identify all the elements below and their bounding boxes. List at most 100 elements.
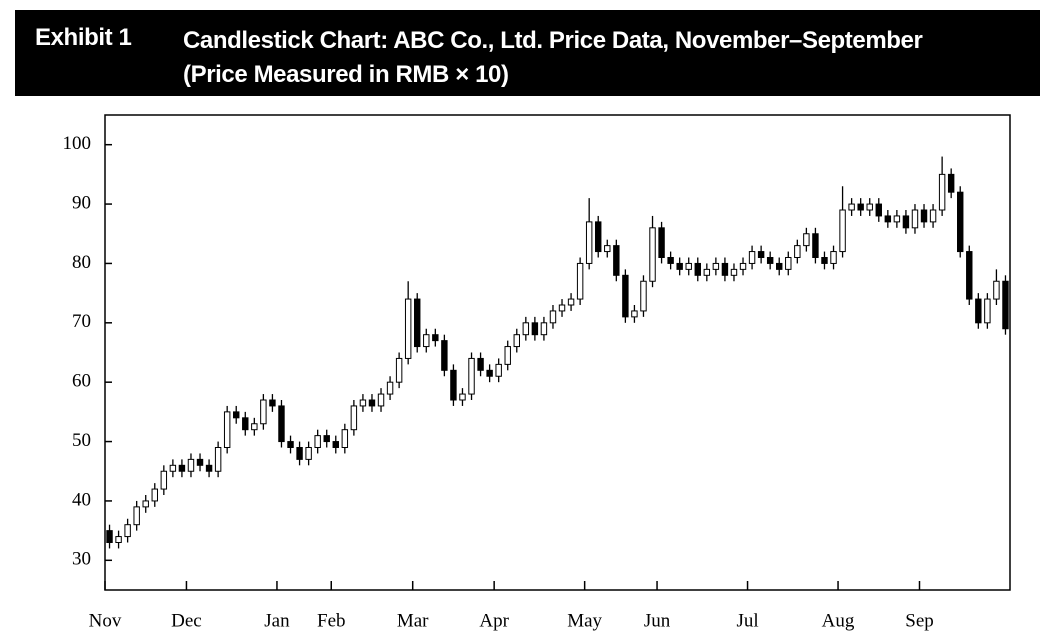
candle-body: [540, 322, 548, 336]
x-tick-label: Jun: [644, 610, 671, 631]
candle-body: [730, 268, 738, 276]
candle-body: [477, 357, 484, 371]
candle-body: [287, 441, 294, 448]
x-tick-label: Jul: [736, 610, 758, 631]
y-tick-label: 50: [72, 430, 91, 451]
candle-body: [757, 251, 765, 258]
candle-body: [984, 298, 991, 324]
candle-body: [848, 203, 855, 211]
candle-body: [947, 173, 955, 193]
candle-body: [251, 423, 258, 431]
candle-body: [450, 369, 457, 401]
candle-body: [595, 221, 602, 253]
candle-body: [920, 209, 928, 223]
candle-body: [269, 399, 276, 407]
candle-body: [703, 268, 711, 276]
candle-body: [585, 221, 593, 264]
x-tick-label: Nov: [89, 610, 122, 631]
candle-body: [133, 506, 140, 526]
candle-body: [513, 334, 520, 348]
candle-body: [884, 215, 892, 223]
candle-body: [966, 251, 973, 300]
candle-body: [911, 209, 919, 229]
candle-body: [377, 393, 385, 407]
chart-title: Candlestick Chart: ABC Co., Ltd. Price D…: [183, 27, 923, 88]
candle-body: [260, 399, 267, 425]
candle-body: [124, 524, 131, 538]
candle-body: [721, 262, 729, 276]
candle-body: [395, 357, 403, 383]
candle-body: [803, 233, 810, 247]
y-tick-label: 80: [72, 252, 91, 273]
candle-body: [739, 262, 747, 270]
y-tick-label: 60: [72, 371, 91, 392]
candle-body: [830, 251, 837, 264]
candle-body: [495, 363, 502, 377]
candle-body: [160, 470, 168, 490]
candle-body: [486, 369, 493, 377]
x-tick-label: May: [567, 610, 602, 631]
candle-body: [314, 435, 321, 448]
x-tick-label: Aug: [822, 610, 855, 631]
header: Exhibit 1 Candlestick Chart: ABC Co., Lt…: [15, 10, 1040, 96]
candle-body: [350, 405, 358, 431]
candle-body: [432, 334, 439, 342]
candle-body: [187, 458, 195, 472]
candle-body: [821, 257, 828, 264]
candle-body: [423, 334, 430, 348]
candle-body: [151, 488, 158, 502]
candle-body: [640, 280, 647, 312]
y-tick-label: 40: [72, 489, 91, 510]
candle-body: [576, 262, 584, 300]
candle-body: [839, 209, 846, 253]
candle-body: [504, 346, 511, 365]
candle-body: [106, 530, 113, 543]
candle-body: [305, 447, 312, 460]
candle-body: [196, 458, 204, 466]
candle-body: [975, 298, 982, 324]
candle-body: [242, 417, 249, 431]
candle-body: [902, 215, 910, 229]
candle-body: [178, 464, 186, 472]
candle-body: [558, 304, 566, 312]
candle-body: [214, 447, 222, 472]
candle-body: [776, 262, 783, 270]
candle-body: [875, 203, 882, 217]
candle-body: [115, 536, 122, 543]
candle-body: [667, 257, 674, 264]
x-tick-label: Jan: [264, 610, 290, 631]
candle-body: [676, 262, 683, 270]
candle-body: [748, 251, 756, 264]
candle-body: [658, 227, 665, 258]
candle-body: [785, 257, 792, 270]
candle-body: [957, 191, 964, 253]
candle-body: [522, 322, 530, 336]
candle-body: [694, 262, 701, 276]
x-tick-label: Apr: [479, 610, 509, 631]
candle-body: [631, 310, 638, 318]
candle-body: [341, 429, 349, 448]
candle-body: [531, 322, 539, 336]
candle-body: [368, 399, 376, 407]
x-tick-label: Dec: [171, 610, 202, 631]
candle-body: [414, 298, 421, 348]
candle-body: [223, 411, 231, 448]
candle-body: [169, 464, 177, 472]
candle-body: [567, 298, 575, 306]
candle-body: [649, 227, 656, 282]
candle-body: [233, 411, 240, 419]
candle-body: [278, 405, 285, 443]
candle-body: [794, 245, 801, 258]
candle-body: [613, 245, 620, 276]
candle-body: [893, 215, 901, 223]
y-tick-label: 30: [72, 549, 91, 570]
candle-body: [929, 209, 937, 223]
candle-body: [766, 257, 774, 264]
candle-body: [812, 233, 819, 258]
plot-frame: [104, 114, 1011, 591]
exhibit-label: Exhibit 1: [35, 24, 132, 51]
candle-body: [712, 262, 720, 270]
candle-body: [404, 298, 412, 359]
